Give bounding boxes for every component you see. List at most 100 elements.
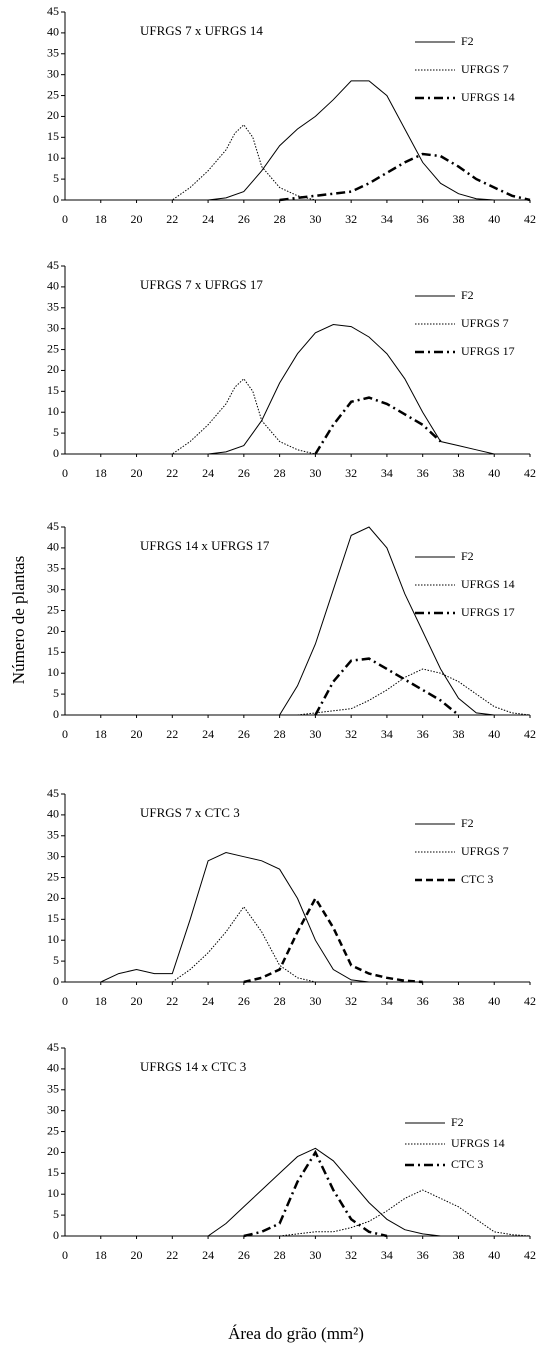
y-tick-label: 10 — [47, 932, 59, 946]
chart-title: UFRGS 7 x UFRGS 14 — [140, 23, 263, 38]
x-tick-label: 28 — [274, 212, 286, 226]
legend-label: UFRGS 14 — [451, 1136, 505, 1150]
x-tick-label: 32 — [345, 212, 357, 226]
x-tick-label: 24 — [202, 212, 214, 226]
legend-label: F2 — [461, 549, 474, 563]
x-tick-label: 34 — [381, 212, 393, 226]
y-tick-label: 15 — [47, 383, 59, 397]
x-tick-label: 26 — [238, 727, 250, 741]
x-tick-label: 32 — [345, 994, 357, 1008]
y-tick-label: 10 — [47, 665, 59, 679]
x-tick-label: 34 — [381, 727, 393, 741]
x-tick-label: 26 — [238, 466, 250, 480]
x-tick-label: 32 — [345, 727, 357, 741]
x-start-label: 0 — [62, 727, 68, 741]
x-start-label: 0 — [62, 212, 68, 226]
y-tick-label: 0 — [53, 192, 59, 206]
x-tick-label: 22 — [166, 727, 178, 741]
x-start-label: 0 — [62, 1248, 68, 1262]
x-tick-label: 24 — [202, 727, 214, 741]
x-tick-label: 30 — [309, 212, 321, 226]
x-tick-label: 18 — [95, 212, 107, 226]
line-series — [65, 378, 316, 455]
y-tick-label: 5 — [53, 171, 59, 185]
y-axis-title: Número de plantas — [9, 556, 28, 684]
line-series — [314, 657, 460, 716]
y-tick-label: 30 — [47, 1102, 59, 1116]
y-tick-label: 30 — [47, 320, 59, 334]
y-tick-label: 0 — [53, 446, 59, 460]
x-tick-label: 30 — [309, 466, 321, 480]
x-tick-label: 42 — [524, 466, 536, 480]
y-tick-label: 20 — [47, 890, 59, 904]
x-tick-label: 18 — [95, 994, 107, 1008]
y-tick-label: 15 — [47, 129, 59, 143]
x-tick-label: 30 — [309, 1248, 321, 1262]
x-tick-label: 34 — [381, 466, 393, 480]
y-tick-label: 5 — [53, 953, 59, 967]
legend-label: F2 — [461, 288, 474, 302]
x-tick-label: 22 — [166, 1248, 178, 1262]
line-series — [243, 1149, 388, 1238]
legend-label: F2 — [461, 816, 474, 830]
x-tick-label: 26 — [238, 994, 250, 1008]
y-tick-label: 20 — [47, 623, 59, 637]
y-tick-label: 15 — [47, 644, 59, 658]
x-tick-label: 20 — [131, 727, 143, 741]
x-tick-label: 26 — [238, 212, 250, 226]
x-tick-label: 24 — [202, 994, 214, 1008]
x-tick-label: 26 — [238, 1248, 250, 1262]
y-tick-label: 30 — [47, 848, 59, 862]
x-tick-label: 38 — [452, 994, 464, 1008]
x-start-label: 0 — [62, 466, 68, 480]
x-tick-label: 38 — [452, 1248, 464, 1262]
x-tick-label: 40 — [488, 727, 500, 741]
y-tick-label: 40 — [47, 1061, 59, 1075]
x-tick-label: 28 — [274, 466, 286, 480]
x-tick-label: 38 — [452, 466, 464, 480]
line-series — [279, 1189, 531, 1237]
y-tick-label: 0 — [53, 707, 59, 721]
x-tick-label: 42 — [524, 727, 536, 741]
x-tick-label: 28 — [274, 994, 286, 1008]
line-series — [172, 905, 316, 983]
x-tick-label: 18 — [95, 466, 107, 480]
legend-label: UFRGS 17 — [461, 344, 515, 358]
legend-label: F2 — [451, 1115, 464, 1129]
y-tick-label: 15 — [47, 911, 59, 925]
x-tick-label: 36 — [417, 727, 429, 741]
legend-label: UFRGS 14 — [461, 90, 515, 104]
y-tick-label: 25 — [47, 1123, 59, 1137]
y-tick-label: 45 — [47, 1040, 59, 1054]
chart-title: UFRGS 14 x CTC 3 — [140, 1059, 246, 1074]
y-tick-label: 20 — [47, 1144, 59, 1158]
y-tick-label: 40 — [47, 25, 59, 39]
line-series — [65, 80, 530, 201]
x-tick-label: 20 — [131, 212, 143, 226]
x-tick-label: 20 — [131, 1248, 143, 1262]
x-tick-label: 18 — [95, 1248, 107, 1262]
legend-label: CTC 3 — [461, 872, 493, 886]
x-tick-label: 28 — [274, 1248, 286, 1262]
y-tick-label: 10 — [47, 150, 59, 164]
line-series — [65, 323, 495, 455]
y-tick-label: 45 — [47, 519, 59, 533]
y-tick-label: 45 — [47, 4, 59, 18]
legend-label: UFRGS 7 — [461, 844, 509, 858]
y-tick-label: 25 — [47, 869, 59, 883]
y-tick-label: 25 — [47, 87, 59, 101]
x-tick-label: 24 — [202, 1248, 214, 1262]
y-tick-label: 45 — [47, 786, 59, 800]
y-tick-label: 40 — [47, 807, 59, 821]
x-tick-label: 36 — [417, 994, 429, 1008]
y-tick-label: 10 — [47, 404, 59, 418]
x-tick-label: 32 — [345, 466, 357, 480]
x-tick-label: 40 — [488, 212, 500, 226]
y-tick-label: 0 — [53, 974, 59, 988]
y-tick-label: 30 — [47, 581, 59, 595]
legend-label: UFRGS 14 — [461, 577, 515, 591]
x-tick-label: 34 — [381, 994, 393, 1008]
x-tick-label: 36 — [417, 466, 429, 480]
